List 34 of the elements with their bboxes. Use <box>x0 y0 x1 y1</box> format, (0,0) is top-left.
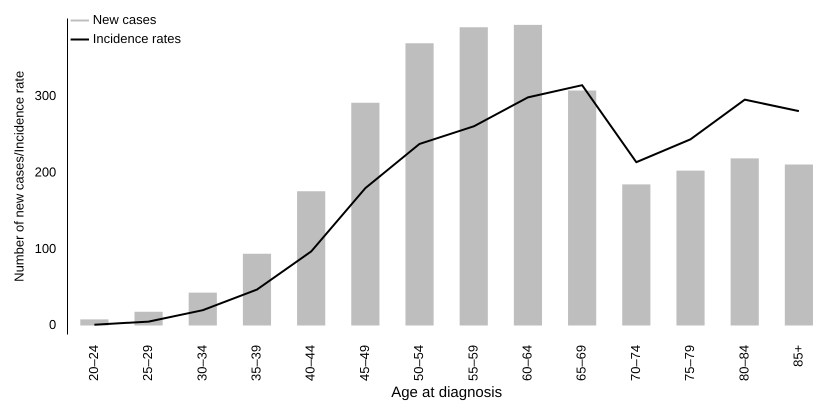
x-tick-label: 20–24 <box>86 344 101 382</box>
x-tick-label: 25–29 <box>140 344 156 382</box>
bar <box>676 170 705 326</box>
x-tick-label: 60–64 <box>520 344 535 382</box>
bar <box>460 27 488 326</box>
x-tick-label: 70–74 <box>628 344 643 382</box>
legend-label: New cases <box>92 12 157 28</box>
bar <box>514 24 542 326</box>
x-tick-label: 80–84 <box>736 344 752 382</box>
x-tick-label: 50–54 <box>411 344 426 382</box>
x-tick-label: 65–69 <box>574 344 589 382</box>
bar <box>297 191 326 326</box>
bar <box>188 292 217 326</box>
y-axis-title: Number of new cases/Incidence rate <box>11 70 26 282</box>
bar <box>784 164 813 326</box>
bar <box>242 254 272 326</box>
x-tick-label: 85+ <box>790 344 806 367</box>
y-tick-label: 100 <box>34 240 56 256</box>
x-tick-label: 35–39 <box>248 344 264 382</box>
bar <box>568 90 596 326</box>
y-tick-label: 300 <box>34 88 56 104</box>
bar <box>351 102 380 326</box>
bar <box>622 184 650 326</box>
y-tick-label: 0 <box>49 317 56 332</box>
x-tick-label: 45–49 <box>356 344 372 382</box>
x-tick-label: 30–34 <box>194 344 210 382</box>
legend-label: Incidence rates <box>92 31 182 46</box>
x-tick-label: 40–44 <box>302 344 318 382</box>
bar <box>405 43 434 326</box>
x-tick-label: 75–79 <box>682 344 698 382</box>
x-axis-title: Age at diagnosis <box>391 384 502 402</box>
x-tick-label: 55–59 <box>465 344 480 382</box>
bar <box>730 158 759 326</box>
y-tick-label: 200 <box>34 164 56 180</box>
